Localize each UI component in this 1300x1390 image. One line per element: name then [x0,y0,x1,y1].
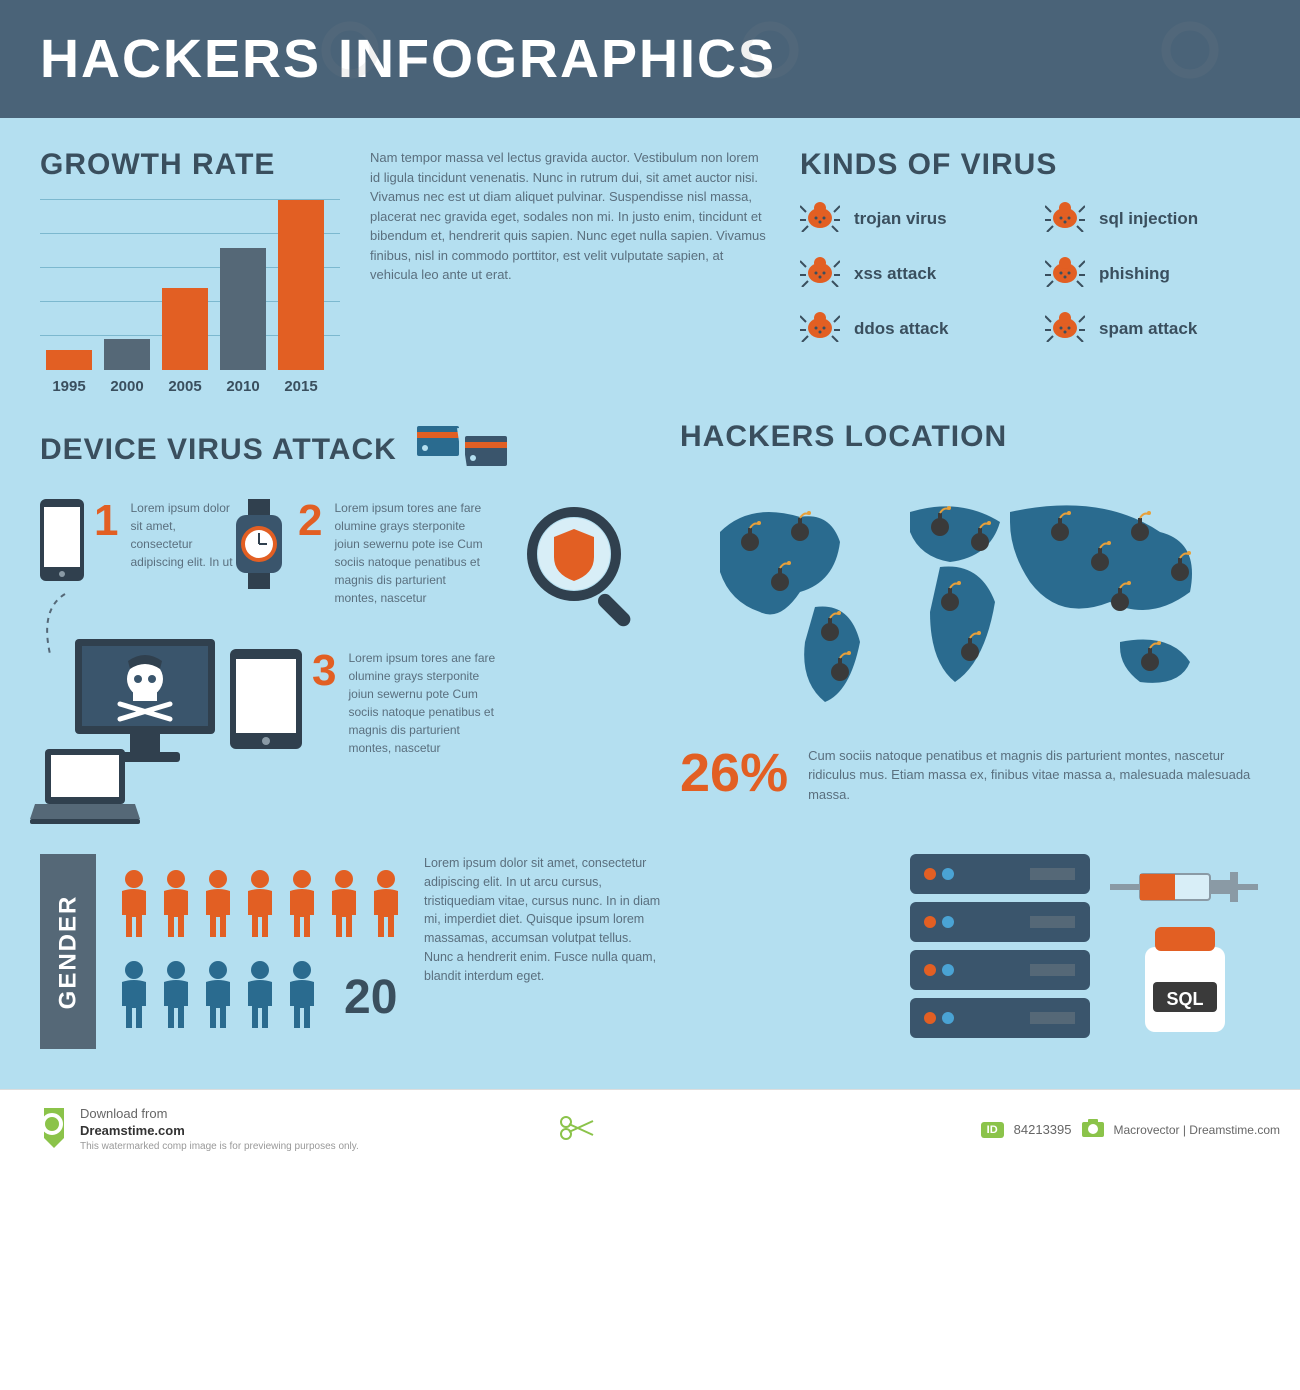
device-title: DEVICE VIRUS ATTACK [40,433,397,467]
virus-kind-item: phishing [1045,255,1260,292]
server-rack-icon [910,854,1090,1049]
row-device-location: DEVICE VIRUS ATTACK [40,420,1260,829]
bug-icon [800,200,840,237]
person-icon [116,869,152,944]
virus-kind-label: phishing [1099,264,1170,284]
smartphone-icon [40,499,84,586]
person-icon [158,960,194,1035]
credit-card-icon [417,420,507,479]
row-gender-server: GENDER 20 Lorem ipsum dolor sit amet, co… [40,854,1260,1049]
bug-icon [1045,200,1085,237]
footer-credit: Macrovector | Dreamstime.com [1114,1123,1280,1137]
device-grid: 1 Lorem ipsum dolor sit amet, consectetu… [40,499,650,829]
gender-number: 20 [344,970,397,1025]
person-icon [116,960,152,1035]
person-icon [242,869,278,944]
footer-id: 84213395 [1014,1122,1072,1137]
kinds-grid: trojan virus sql injection xss attack phish… [800,200,1260,347]
person-icon [158,869,194,944]
chart-bar [46,350,92,370]
tablet-icon [230,649,302,754]
growth-title: GROWTH RATE [40,148,340,182]
growth-bar-chart [40,200,340,370]
person-icon [368,869,404,944]
chart-x-label: 2015 [278,378,324,395]
footer-download: Download from [80,1106,359,1123]
virus-kind-item: spam attack [1045,310,1260,347]
growth-rate-section: GROWTH RATE 1995 2000 2005 2010 2015 [40,148,340,395]
virus-kind-item: sql injection [1045,200,1260,237]
chart-bar [162,288,208,370]
location-percent: 26% [680,742,788,804]
gender-tab: GENDER [40,854,96,1049]
person-icon [200,869,236,944]
virus-kind-label: sql injection [1099,209,1198,229]
bug-icon [1045,310,1085,347]
laptop-icon [30,749,140,829]
virus-kind-item: ddos attack [800,310,1015,347]
location-title: HACKERS LOCATION [680,420,1260,454]
bug-icon [800,255,840,292]
footer-note: This watermarked comp image is for previ… [80,1140,359,1153]
chart-x-label: 1995 [46,378,92,395]
virus-kind-item: trojan virus [800,200,1015,237]
kinds-title: KINDS OF VIRUS [800,148,1260,182]
infographic-page: HACKERS INFOGRAPHICS GROWTH RATE 1995 200… [0,0,1300,1169]
device-number: 1 [94,499,118,543]
person-icon [326,869,362,944]
magnifier-shield-icon [519,499,649,634]
chart-x-label: 2010 [220,378,266,395]
chart-bar [104,339,150,370]
page-title: HACKERS INFOGRAPHICS [40,28,1260,90]
virus-kind-label: trojan virus [854,209,947,229]
device-text: Lorem ipsum dolor sit amet, consectetur … [130,499,240,571]
device-number: 3 [312,649,336,693]
device-text: Lorem ipsum tores ane fare olumine grays… [334,499,484,607]
chart-bar [220,248,266,370]
gender-title: GENDER [54,894,82,1009]
dashed-connector-icon [35,589,75,659]
gender-people: 20 [116,854,404,1049]
gender-row: 20 [116,960,404,1035]
smartwatch-icon [230,499,288,594]
virus-kind-label: xss attack [854,264,936,284]
person-icon [242,960,278,1035]
row-growth-kinds: GROWTH RATE 1995 2000 2005 2010 2015 Nam tem… [40,148,1260,395]
syringe-icon [1110,862,1260,917]
location-text: Cum sociis natoque penatibus et magnis d… [808,746,1260,805]
virus-kind-label: spam attack [1099,319,1197,339]
growth-x-labels: 1995 2000 2005 2010 2015 [40,378,340,395]
chart-x-label: 2005 [162,378,208,395]
bug-icon [800,310,840,347]
growth-paragraph: Nam tempor massa vel lectus gravida auct… [370,148,770,395]
device-number: 2 [298,499,322,543]
sql-jar-icon: SQL [1135,927,1235,1042]
virus-kind-item: xss attack [800,255,1015,292]
chart-bar [278,200,324,370]
id-badge: ID [981,1122,1004,1138]
bug-icon [1045,255,1085,292]
world-map-icon [680,472,1260,727]
person-icon [284,869,320,944]
hackers-location-section: HACKERS LOCATION 26% [680,420,1260,829]
device-text: Lorem ipsum tores ane fare olumine grays… [348,649,498,757]
content-area: GROWTH RATE 1995 2000 2005 2010 2015 Nam tem… [0,118,1300,1089]
dreamstime-logo-icon [20,1104,68,1155]
chart-x-label: 2000 [104,378,150,395]
gender-text: Lorem ipsum dolor sit amet, consectetur … [424,854,664,1049]
person-icon [200,960,236,1035]
jar-label-text: SQL [1135,989,1235,1010]
virus-kind-label: ddos attack [854,319,948,339]
person-icon [284,960,320,1035]
device-attack-section: DEVICE VIRUS ATTACK [40,420,650,829]
server-area: SQL [684,854,1260,1049]
header-banner: HACKERS INFOGRAPHICS [0,0,1300,118]
camera-icon [1082,1119,1104,1140]
kinds-of-virus-section: KINDS OF VIRUS trojan virus sql injection… [800,148,1260,395]
footer-bar: Download from Dreamstime.com This waterm… [0,1089,1300,1169]
gender-row [116,869,404,944]
footer-site: Dreamstime.com [80,1123,359,1140]
scissors-icon [559,1115,595,1144]
